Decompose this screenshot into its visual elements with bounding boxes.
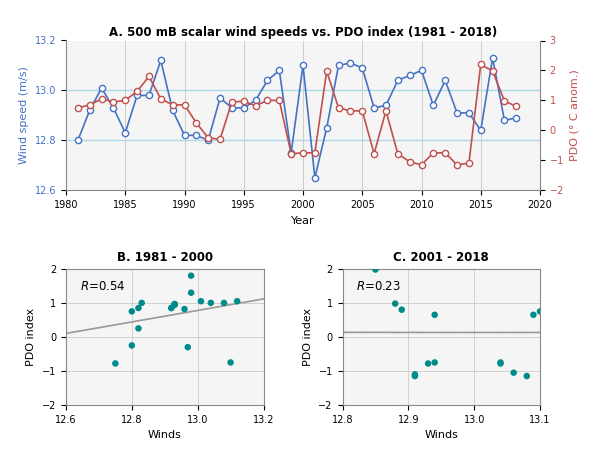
- Point: [170, 301, 179, 308]
- Point: [127, 342, 137, 349]
- Point: [509, 369, 518, 376]
- Point: [529, 311, 538, 319]
- Y-axis label: PDO index: PDO index: [26, 308, 37, 366]
- Point: [170, 300, 179, 307]
- Point: [410, 373, 420, 380]
- Point: [196, 297, 206, 305]
- Point: [186, 272, 196, 279]
- Title: C. 2001 - 2018: C. 2001 - 2018: [394, 251, 489, 264]
- Point: [226, 359, 235, 366]
- Point: [535, 308, 545, 315]
- Text: $R$=0.23: $R$=0.23: [356, 280, 401, 293]
- Title: B. 1981 - 2000: B. 1981 - 2000: [116, 251, 213, 264]
- Point: [555, 266, 565, 273]
- Point: [391, 300, 400, 307]
- Point: [239, 359, 248, 366]
- Y-axis label: PDO index: PDO index: [303, 308, 313, 366]
- Y-axis label: PDO (° C anom.): PDO (° C anom.): [569, 69, 580, 161]
- Point: [496, 360, 505, 367]
- Point: [137, 299, 146, 306]
- Point: [134, 325, 143, 332]
- Point: [110, 360, 120, 367]
- Point: [542, 311, 551, 319]
- Text: $R$=0.54: $R$=0.54: [80, 280, 125, 293]
- Point: [430, 311, 439, 319]
- Point: [186, 289, 196, 296]
- Point: [423, 360, 433, 367]
- Point: [183, 343, 193, 351]
- Point: [134, 304, 143, 311]
- Point: [410, 371, 420, 378]
- Point: [496, 359, 505, 366]
- Y-axis label: Wind speed (m/s): Wind speed (m/s): [19, 67, 29, 164]
- Title: A. 500 mB scalar wind speeds vs. PDO index (1981 - 2018): A. 500 mB scalar wind speeds vs. PDO ind…: [109, 27, 497, 39]
- Point: [430, 359, 439, 366]
- Point: [371, 266, 380, 273]
- Point: [170, 301, 179, 308]
- Point: [206, 299, 215, 306]
- X-axis label: Winds: Winds: [148, 430, 182, 440]
- Point: [364, 258, 374, 265]
- Point: [232, 297, 242, 305]
- X-axis label: Year: Year: [291, 216, 315, 225]
- Point: [180, 306, 190, 313]
- Point: [219, 299, 229, 306]
- Point: [522, 373, 532, 380]
- Point: [397, 306, 407, 313]
- Point: [167, 304, 176, 311]
- X-axis label: Winds: Winds: [424, 430, 458, 440]
- Point: [127, 308, 137, 315]
- Point: [167, 304, 176, 311]
